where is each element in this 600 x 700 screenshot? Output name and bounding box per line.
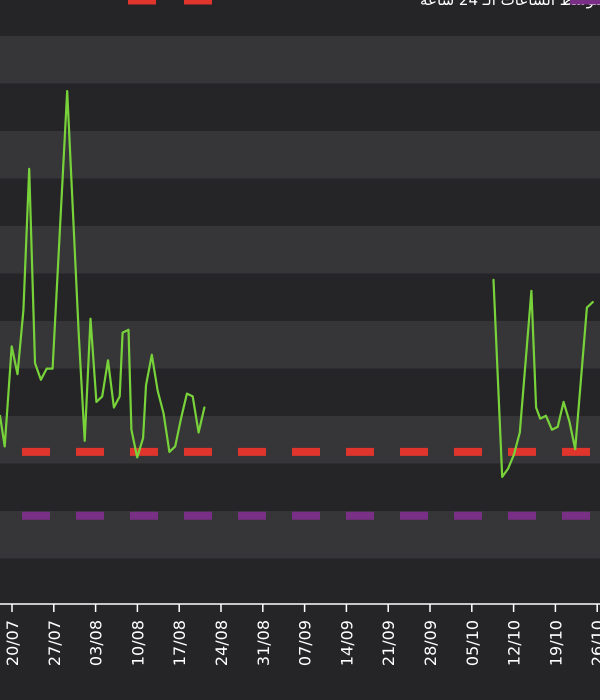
- series-line-segment-1: [0, 90, 206, 459]
- x-tick-label: 17/08: [170, 620, 189, 666]
- x-tick-label: 10/08: [128, 620, 147, 666]
- plot-band: [0, 131, 600, 179]
- legend: متوسط الساعات الـ 24 ساعة: [128, 0, 600, 9]
- x-tick-label: 27/07: [45, 620, 64, 666]
- x-tick-label: 19/10: [546, 620, 565, 666]
- x-tick-label: 28/09: [421, 620, 440, 666]
- x-tick-label: 14/09: [337, 620, 356, 666]
- reference-lines: [22, 447, 600, 520]
- plot-band: [0, 273, 600, 321]
- series-line-segment-2: [492, 278, 594, 478]
- x-tick-label: 03/08: [87, 620, 106, 666]
- x-tick-label: 05/10: [463, 620, 482, 666]
- plot-band: [0, 463, 600, 511]
- plot-band: [0, 558, 600, 604]
- plot-band: [0, 368, 600, 416]
- legend-label-red: متوسط الساعات الـ 24 ساعة: [420, 0, 600, 9]
- x-tick-label: 12/10: [505, 620, 524, 666]
- plot-band: [0, 36, 600, 84]
- plot-band: [0, 178, 600, 226]
- x-axis: 20/07 27/07 03/08 10/08 17/08 24/08 31/08 07/09…: [3, 604, 600, 666]
- plot-band: [0, 416, 600, 464]
- series-layer: [0, 90, 594, 478]
- plot-band: [0, 321, 600, 369]
- x-tick-label: 07/09: [296, 620, 315, 666]
- x-tick-label: 24/08: [212, 620, 231, 666]
- x-tick-label: 26/10: [588, 620, 600, 666]
- x-tick-label: 31/08: [254, 620, 273, 666]
- plot-band: [0, 0, 600, 36]
- plot-band: [0, 83, 600, 131]
- x-tick-label: 20/07: [3, 620, 22, 666]
- x-tick-label: 21/09: [379, 620, 398, 666]
- plot-background-bands: [0, 0, 600, 604]
- plot-band: [0, 226, 600, 274]
